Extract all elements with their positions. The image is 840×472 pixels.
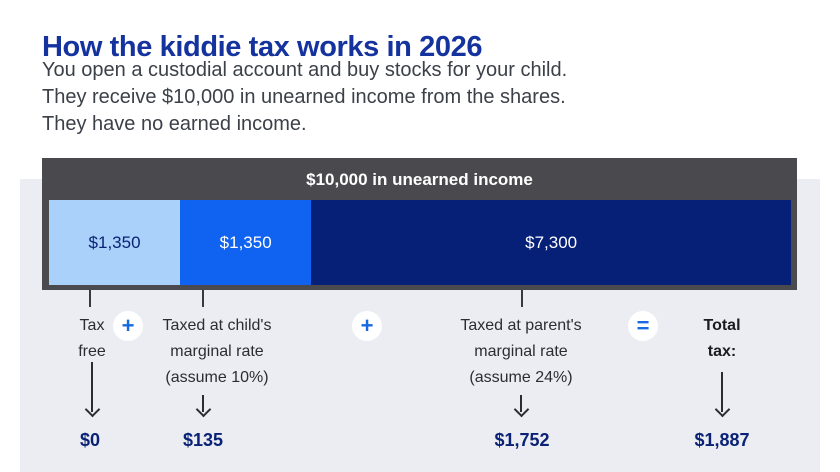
bar-segment-child-rate: $1,350 — [180, 200, 312, 285]
page-title: How the kiddie tax works in 2026 — [42, 31, 483, 64]
down-arrow-icon — [84, 362, 100, 418]
label-child-rate-line-1: Taxed at child's — [162, 317, 272, 334]
page-subtitle: You open a custodial account and buy sto… — [42, 57, 567, 138]
label-child-rate: Taxed at child's marginal rate (assume 1… — [163, 313, 272, 391]
stacked-bar: $1,350 $1,350 $7,300 — [49, 200, 791, 285]
down-arrow-icon — [513, 395, 529, 418]
label-parent-rate-line-3: (assume 24%) — [469, 369, 573, 386]
label-child-rate-line-3: (assume 10%) — [165, 369, 269, 386]
label-tax-free: Tax free — [78, 313, 106, 365]
label-total-tax-line-1: Total — [703, 317, 741, 334]
bar-segment-parent-rate: $7,300 — [311, 200, 791, 285]
value-child-tax: $135 — [182, 430, 224, 450]
label-child-rate-line-2: marginal rate — [170, 343, 264, 360]
tick-tax-free — [89, 290, 91, 307]
bar-segment-tax-free: $1,350 — [49, 200, 181, 285]
label-parent-rate: Taxed at parent's marginal rate (assume … — [460, 313, 581, 391]
bar-title: $10,000 in unearned income — [306, 170, 533, 189]
plus-icon: + — [113, 311, 143, 341]
down-arrow-icon — [714, 372, 730, 418]
bar-segment-child-rate-label: $1,350 — [219, 232, 272, 252]
tick-child-rate — [202, 290, 204, 307]
down-arrow-icon — [195, 395, 211, 418]
label-total-tax-line-2: tax: — [707, 343, 737, 360]
bar-segment-parent-rate-label: $7,300 — [525, 232, 578, 252]
label-total-tax: Total tax: — [703, 313, 740, 365]
value-tax-free: $0 — [79, 430, 101, 450]
label-parent-rate-line-1: Taxed at parent's — [460, 317, 582, 334]
value-total-tax: $1,887 — [694, 430, 750, 450]
subtitle-line-3: They have no earned income. — [42, 113, 307, 135]
subtitle-line-2: They receive $10,000 in unearned income … — [42, 86, 566, 108]
label-tax-free-line-2: free — [78, 343, 106, 360]
plus-icon: + — [352, 311, 382, 341]
label-tax-free-line-1: Tax — [79, 317, 105, 334]
equals-icon: = — [628, 311, 658, 341]
value-parent-tax: $1,752 — [494, 430, 550, 450]
subtitle-line-1: You open a custodial account and buy sto… — [42, 59, 568, 81]
bar-segment-tax-free-label: $1,350 — [88, 232, 141, 252]
label-parent-rate-line-2: marginal rate — [474, 343, 568, 360]
bar-container: $10,000 in unearned income $1,350 $1,350… — [42, 158, 797, 290]
tick-parent-rate — [521, 290, 523, 307]
